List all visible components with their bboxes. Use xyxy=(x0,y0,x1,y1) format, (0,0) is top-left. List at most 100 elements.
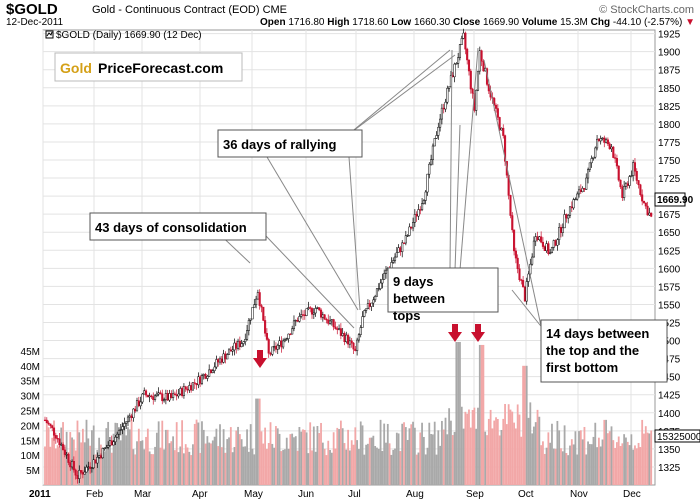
candle-body xyxy=(43,419,47,422)
time-tick-label: 2011 xyxy=(29,489,51,500)
candle-body xyxy=(374,296,377,301)
volume-bar xyxy=(379,419,382,485)
volume-bar xyxy=(484,431,487,485)
candle-body xyxy=(439,118,442,128)
price-tick-label: 1500 xyxy=(658,337,681,348)
candle-body xyxy=(395,252,398,258)
candle-body xyxy=(81,472,84,475)
annotation-callouts xyxy=(212,47,545,341)
volume-bar xyxy=(184,444,187,485)
candle-body xyxy=(585,177,588,190)
candle-body xyxy=(617,165,620,181)
chart-date: 12-Dec-2011 xyxy=(6,17,64,28)
volume-bar xyxy=(419,432,422,485)
volume-bar xyxy=(350,440,353,485)
candle-body xyxy=(141,393,144,403)
volume-bar xyxy=(516,404,519,485)
volume-bar xyxy=(284,449,286,485)
volume-bar xyxy=(583,426,586,485)
volume-bar xyxy=(296,450,299,485)
annotation-text: 43 days of consolidation xyxy=(95,220,247,235)
ohlc-summary: Open 1716.80 High 1718.60 Low 1660.30 Cl… xyxy=(260,17,695,28)
candle-body xyxy=(89,466,92,469)
volume-bar xyxy=(514,428,517,485)
last-price-label: 1669.90 xyxy=(657,195,694,206)
volume-bar xyxy=(480,344,483,485)
candle-body xyxy=(72,461,75,471)
chart-legend: $GOLD (Daily) 1669.90 (12 Dec) xyxy=(45,30,202,41)
candle-body xyxy=(408,226,411,236)
symbol-title: $GOLD xyxy=(6,1,58,18)
volume-bar xyxy=(251,448,254,485)
volume-bar xyxy=(226,439,229,485)
volume-bar xyxy=(561,451,564,485)
volume-bar xyxy=(376,447,378,485)
candle-body xyxy=(94,459,97,464)
candle-body xyxy=(646,205,649,216)
volume-bar xyxy=(406,439,409,485)
candle-body xyxy=(610,146,613,150)
candle-body xyxy=(446,88,449,103)
volume-bar xyxy=(570,439,573,485)
time-tick-label: Jul xyxy=(348,489,361,500)
volume-bar xyxy=(464,411,467,485)
volume-bar xyxy=(352,444,355,485)
volume-bar xyxy=(578,431,580,485)
open-value: 1716.80 xyxy=(288,17,325,28)
candle-body xyxy=(179,388,182,395)
open-label: Open xyxy=(260,17,286,28)
volume-bar xyxy=(478,344,481,485)
volume-tick-label: 40M xyxy=(21,362,40,373)
candle-body xyxy=(603,137,606,143)
candle-body xyxy=(599,138,602,142)
candle-body xyxy=(209,369,213,373)
symbol-description: Gold - Continuous Contract (EOD) CME xyxy=(92,4,287,16)
annotation-line: first bottom xyxy=(546,360,618,375)
candle-body xyxy=(195,383,198,386)
volume-bar xyxy=(597,437,600,485)
candle-body xyxy=(309,307,312,309)
candle-body xyxy=(410,226,413,229)
candle-body xyxy=(157,392,160,395)
price-tick-label: 1850 xyxy=(658,84,681,95)
candle-body xyxy=(597,138,600,142)
candle-body xyxy=(534,236,537,242)
candle-body xyxy=(144,390,148,396)
volume-bar xyxy=(450,420,452,485)
volume-bar xyxy=(148,451,151,485)
volume-bar xyxy=(192,444,194,485)
volume-bar xyxy=(417,452,420,485)
volume-bar xyxy=(502,418,505,485)
volume-bar xyxy=(630,434,633,485)
price-tick-label: 1575 xyxy=(658,282,681,293)
volume-bar xyxy=(300,431,303,485)
price-tick-label: 1600 xyxy=(658,264,681,275)
candle-body xyxy=(294,320,297,322)
volume-bar xyxy=(422,436,425,485)
candle-body xyxy=(628,176,631,186)
last-volume-label: 15325000 xyxy=(657,432,700,443)
volume-bar xyxy=(116,423,119,485)
volume-bar xyxy=(294,436,297,485)
volume-bar xyxy=(159,447,162,485)
candle-body xyxy=(343,333,346,342)
volume-bar xyxy=(287,448,290,485)
volume-bar xyxy=(229,427,232,485)
volume-bar xyxy=(201,421,203,485)
candle-body xyxy=(431,145,434,160)
candle-body xyxy=(287,333,290,339)
volume-bar xyxy=(143,449,146,485)
candle-body xyxy=(357,334,360,341)
candle-body xyxy=(49,423,52,426)
volume-bar xyxy=(278,433,281,485)
candle-body xyxy=(381,279,384,284)
candle-body xyxy=(134,408,137,412)
volume-bar xyxy=(303,429,306,485)
candle-body xyxy=(406,235,409,237)
volume-bar xyxy=(343,443,346,485)
volume-bar xyxy=(383,423,386,485)
volume-bar xyxy=(215,428,218,485)
candle-body xyxy=(119,429,122,431)
price-tick-label: 1900 xyxy=(658,48,681,59)
candle-body xyxy=(570,206,573,209)
